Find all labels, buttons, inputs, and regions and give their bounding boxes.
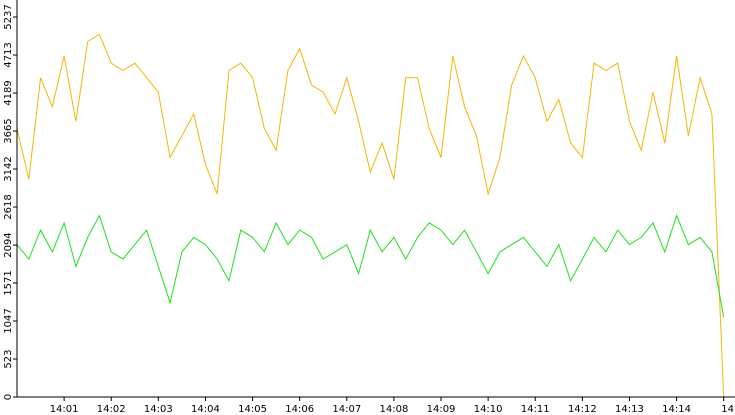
x-tick-label: 14:13 [615, 404, 644, 415]
x-tick-label: 14:11 [521, 404, 550, 415]
y-tick-label: 2094 [3, 232, 14, 257]
y-tick-label: 4713 [3, 42, 14, 67]
x-tick-label: 14:04 [191, 404, 220, 415]
x-tick-label: 14:07 [332, 404, 361, 415]
y-tick-label: 0 [3, 394, 14, 400]
x-tick-label: 14:09 [427, 404, 456, 415]
series-line [17, 33, 725, 397]
y-tick-label: 2618 [3, 194, 14, 219]
x-tick-label: 14:06 [285, 404, 314, 415]
x-tick-label: 14:03 [144, 404, 173, 415]
y-tick-label: 3665 [3, 118, 14, 143]
x-tick-label: 14:14 [662, 404, 691, 415]
y-tick-label: 3142 [3, 156, 14, 181]
x-tick-label: 14:02 [97, 404, 126, 415]
x-tick-label: 14:10 [474, 404, 503, 415]
x-tick-label: 14:08 [379, 404, 408, 415]
y-tick-label: 4189 [3, 80, 14, 105]
y-tick-label: 1571 [3, 270, 14, 295]
x-tick-label: 14:05 [238, 404, 267, 415]
y-tick-label: 5237 [3, 4, 14, 29]
x-tick-label: 14:12 [568, 404, 597, 415]
x-tick-label: 14 [721, 404, 734, 415]
y-tick-label: 1047 [3, 308, 14, 333]
x-tick-label: 14:01 [50, 404, 79, 415]
y-tick-label: 523 [3, 350, 14, 369]
series-line [17, 214, 725, 318]
